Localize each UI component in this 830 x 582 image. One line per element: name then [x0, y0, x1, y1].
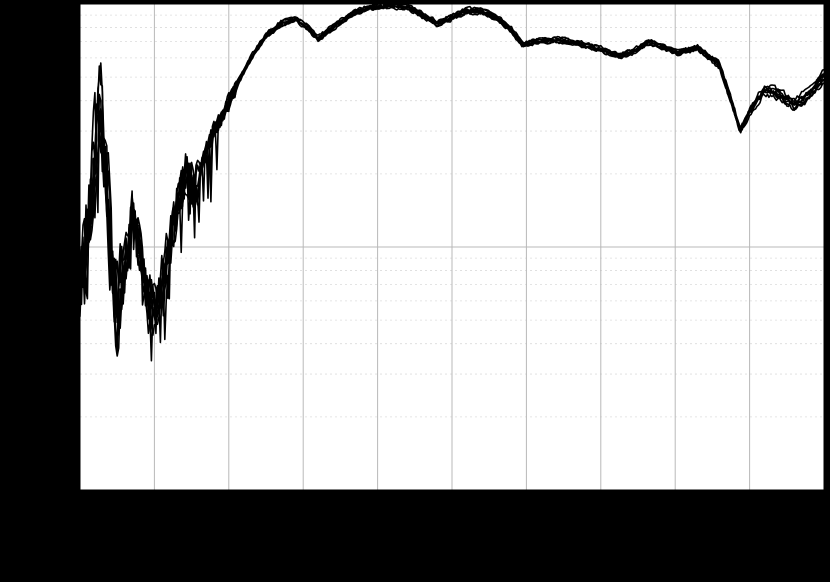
svg-text:2400: 2400 — [808, 499, 830, 515]
svg-text:800: 800 — [217, 499, 241, 515]
svg-text:1200: 1200 — [362, 499, 393, 515]
svg-text:1400: 1400 — [436, 499, 467, 515]
svg-text:Wavelength (nm): Wavelength (nm) — [391, 522, 512, 539]
svg-text:2200: 2200 — [734, 499, 765, 515]
spectra-chart: 10-210-110040060080010001200140016001800… — [0, 0, 830, 582]
svg-text:2000: 2000 — [660, 499, 691, 515]
svg-text:600: 600 — [143, 499, 167, 515]
chart-svg: 10-210-110040060080010001200140016001800… — [0, 0, 830, 582]
svg-text:1000: 1000 — [288, 499, 319, 515]
svg-text:400: 400 — [68, 499, 92, 515]
svg-text:1600: 1600 — [511, 499, 542, 515]
svg-text:Reflectance: Reflectance — [12, 205, 29, 290]
svg-text:1800: 1800 — [585, 499, 616, 515]
